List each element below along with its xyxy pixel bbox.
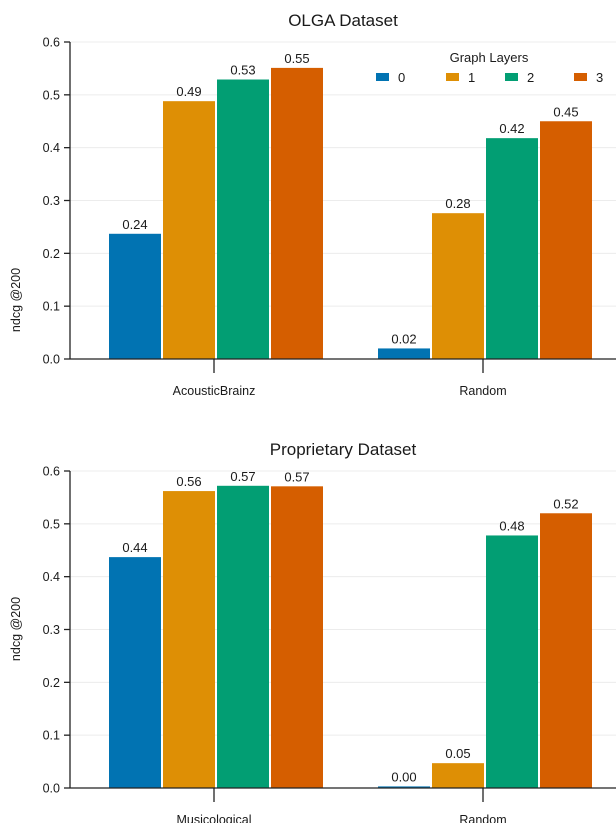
y-tick-label: 0.6 xyxy=(43,465,60,479)
y-tick-label: 0.6 xyxy=(43,36,60,50)
y-tick-label: 0.5 xyxy=(43,88,60,102)
x-tick-label: AcousticBrainz xyxy=(173,384,256,398)
legend-swatch xyxy=(376,73,389,81)
bar-value-label: 0.44 xyxy=(122,540,147,555)
legend-swatch xyxy=(446,73,459,81)
bar-value-label: 0.24 xyxy=(122,217,147,232)
legend-swatch xyxy=(574,73,587,81)
y-tick-label: 0.2 xyxy=(43,247,60,261)
x-tick-label: Random xyxy=(459,384,506,398)
bar-random-layer-1 xyxy=(432,763,484,788)
y-axis-label: ndcg @200 xyxy=(9,268,23,332)
bar-value-label: 0.56 xyxy=(176,474,201,489)
x-tick-label: Musicological xyxy=(176,813,251,823)
bar-value-label: 0.52 xyxy=(553,496,578,511)
y-tick-label: 0.4 xyxy=(43,570,60,584)
bar-value-label: 0.57 xyxy=(284,469,309,484)
legend-label: 2 xyxy=(527,70,534,85)
bar-musicological-layer-3 xyxy=(271,486,323,788)
chart-panel-0: OLGA Dataset 0.0 0.1 0.2 0.3 0.4 0.5 0.6 ndcg @2… xyxy=(9,11,616,398)
bar-acousticbrainz-layer-1 xyxy=(163,101,215,359)
y-tick-label: 0.3 xyxy=(43,194,60,208)
bar-value-label: 0.28 xyxy=(445,196,470,211)
bar-random-layer-0 xyxy=(378,786,430,788)
bar-value-label: 0.00 xyxy=(391,769,416,784)
chart-title: Proprietary Dataset xyxy=(270,440,417,459)
y-tick-label: 0.5 xyxy=(43,517,60,531)
chart-title: OLGA Dataset xyxy=(288,11,398,30)
bar-acousticbrainz-layer-3 xyxy=(271,67,323,359)
bar-musicological-layer-1 xyxy=(163,491,215,788)
bar-random-layer-3 xyxy=(540,121,592,359)
bar-musicological-layer-2 xyxy=(217,485,269,788)
y-axis-label: ndcg @200 xyxy=(9,597,23,661)
y-tick-label: 0.1 xyxy=(43,300,60,314)
bar-acousticbrainz-layer-2 xyxy=(217,79,269,360)
bar-value-label: 0.57 xyxy=(230,469,255,484)
bar-value-label: 0.48 xyxy=(499,518,524,533)
bar-acousticbrainz-layer-0 xyxy=(109,233,161,359)
bar-value-label: 0.05 xyxy=(445,746,470,761)
bar-random-layer-3 xyxy=(540,513,592,788)
y-tick-label: 0.3 xyxy=(43,623,60,637)
bar-value-label: 0.42 xyxy=(499,121,524,136)
y-tick-label: 0.0 xyxy=(43,782,60,796)
legend-label: 0 xyxy=(398,70,405,85)
x-tick-label: Random xyxy=(459,813,506,823)
legend-label: 1 xyxy=(468,70,475,85)
bar-value-label: 0.49 xyxy=(176,84,201,99)
y-tick-label: 0.4 xyxy=(43,141,60,155)
bar-value-label: 0.02 xyxy=(391,331,416,346)
y-tick-label: 0.0 xyxy=(43,353,60,367)
legend-title: Graph Layers xyxy=(450,50,529,65)
y-tick-label: 0.2 xyxy=(43,676,60,690)
bar-value-label: 0.53 xyxy=(230,63,255,78)
chart-panel-1: Proprietary Dataset 0.0 0.1 0.2 0.3 0.4 0.5 0.6… xyxy=(9,440,616,823)
bar-musicological-layer-0 xyxy=(109,557,161,788)
bar-random-layer-2 xyxy=(486,535,538,788)
bar-random-layer-2 xyxy=(486,138,538,359)
legend-swatch xyxy=(505,73,518,81)
legend-label: 3 xyxy=(596,70,603,85)
bar-value-label: 0.45 xyxy=(553,104,578,119)
y-tick-label: 0.1 xyxy=(43,729,60,743)
bar-random-layer-1 xyxy=(432,213,484,359)
bar-value-label: 0.55 xyxy=(284,51,309,66)
bar-random-layer-0 xyxy=(378,348,430,359)
